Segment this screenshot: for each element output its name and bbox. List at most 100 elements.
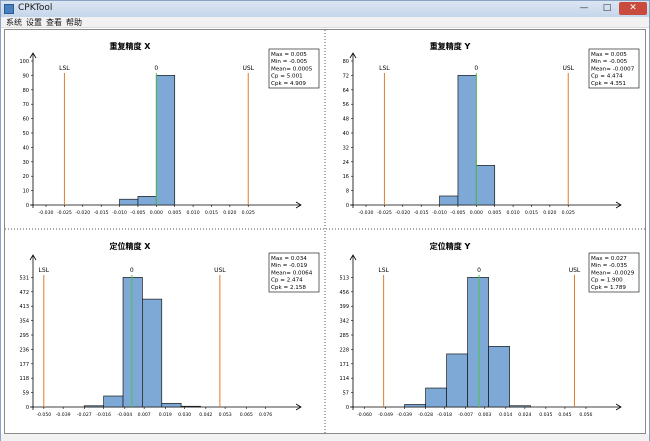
chart-panel: 重复精度 X 0 10 20 30 40 50 60 70 80 90 100 -0.030 -0.025… bbox=[4, 29, 646, 434]
histogram-bar bbox=[488, 346, 510, 408]
x-tick-label: -0.020 bbox=[395, 210, 410, 216]
y-axis-arrow bbox=[349, 254, 357, 261]
histogram-bar bbox=[475, 165, 496, 206]
stats-box bbox=[588, 252, 640, 293]
y-tick-label: 177 bbox=[19, 362, 29, 368]
stats-line: Max = 0.027 bbox=[591, 256, 627, 262]
center-label: 0 bbox=[154, 65, 158, 72]
menu-system[interactable]: 系统 bbox=[6, 18, 22, 27]
stats-line: Mean= -0.0029 bbox=[591, 270, 635, 276]
chart-4: 定位精度 Y057114171228285342399456513-0.060-… bbox=[339, 241, 640, 418]
minimize-button[interactable]: — bbox=[579, 3, 589, 13]
x-tick-label: -0.015 bbox=[94, 210, 109, 216]
histogram-bar bbox=[161, 402, 182, 408]
y-tick-label: 16 bbox=[343, 174, 349, 180]
histogram-bar bbox=[83, 405, 105, 408]
y-tick-label: 64 bbox=[343, 88, 349, 94]
histogram-bar bbox=[137, 196, 157, 206]
usl-label: USL bbox=[214, 267, 226, 274]
y-tick-label: 236 bbox=[19, 347, 29, 353]
menu-view[interactable]: 查看 bbox=[46, 18, 62, 27]
y-tick-label: 32 bbox=[343, 145, 349, 151]
y-tick-label: 60 bbox=[23, 117, 29, 123]
x-tick-label: -0.027 bbox=[77, 412, 92, 418]
x-tick-label: 0.010 bbox=[187, 210, 200, 216]
histogram-bar bbox=[446, 353, 468, 408]
x-tick-label: 0.020 bbox=[223, 210, 236, 216]
x-tick-label: 0.053 bbox=[219, 412, 232, 418]
x-tick-label: -0.025 bbox=[377, 210, 392, 216]
status-bar bbox=[1, 434, 649, 441]
y-tick-label: 0 bbox=[346, 203, 349, 209]
y-axis-arrow bbox=[29, 52, 37, 59]
x-tick-label: -0.005 bbox=[131, 210, 146, 216]
x-tick-label: -0.060 bbox=[357, 412, 372, 418]
stats-line: Cpk = 1.789 bbox=[591, 285, 626, 291]
y-tick-label: 80 bbox=[23, 88, 29, 94]
x-axis-arrow bbox=[295, 201, 302, 209]
histogram-bar bbox=[404, 404, 426, 408]
center-label: 0 bbox=[130, 267, 134, 274]
y-tick-label: 171 bbox=[339, 362, 349, 368]
y-tick-label: 8 bbox=[346, 189, 349, 195]
chart-3: 定位精度 X059118177236295354413472531-0.050-… bbox=[19, 241, 320, 418]
x-tick-label: -0.010 bbox=[112, 210, 127, 216]
y-tick-label: 118 bbox=[19, 376, 29, 382]
x-tick-label: 0.076 bbox=[259, 412, 272, 418]
x-tick-label: -0.016 bbox=[96, 412, 111, 418]
y-tick-label: 513 bbox=[339, 275, 349, 281]
maximize-button[interactable]: □ bbox=[602, 3, 612, 13]
x-axis-arrow bbox=[295, 403, 302, 411]
x-axis-arrow bbox=[615, 403, 622, 411]
stats-line: Cp = 5.001 bbox=[271, 74, 303, 80]
stats-line: Max = 0.034 bbox=[271, 256, 307, 262]
y-tick-label: 413 bbox=[19, 304, 29, 310]
y-tick-label: 0 bbox=[26, 203, 29, 209]
stats-line: Min = -0.019 bbox=[271, 263, 308, 269]
histogram-bar bbox=[103, 395, 124, 408]
x-tick-label: -0.030 bbox=[39, 210, 54, 216]
y-tick-label: 472 bbox=[19, 290, 29, 296]
menu-help[interactable]: 帮助 bbox=[66, 18, 82, 27]
histogram-bar bbox=[122, 277, 143, 408]
x-tick-label: -0.005 bbox=[451, 210, 466, 216]
x-tick-label: 0.065 bbox=[240, 412, 253, 418]
chart-1: 重复精度 X 0 10 20 30 40 50 60 70 80 90 100 -0.030 -0.025… bbox=[19, 41, 320, 216]
lsl-label: LSL bbox=[378, 267, 389, 274]
stats-line: Min = -0.005 bbox=[271, 59, 308, 65]
histogram-bar bbox=[180, 405, 201, 408]
close-button[interactable]: ✕ bbox=[619, 2, 647, 15]
stats-line: Mean= 0.0064 bbox=[271, 270, 313, 276]
y-tick-label: 48 bbox=[343, 117, 349, 123]
histogram-bar bbox=[155, 75, 176, 206]
x-tick-label: 0.042 bbox=[199, 412, 212, 418]
y-tick-label: 72 bbox=[343, 73, 349, 79]
y-tick-label: 70 bbox=[23, 102, 29, 108]
x-tick-label: 0.025 bbox=[242, 210, 255, 216]
app-icon bbox=[4, 4, 14, 14]
stats-line: Cpk = 4.909 bbox=[271, 81, 306, 87]
x-axis-arrow bbox=[615, 201, 622, 209]
x-tick-label: 0.045 bbox=[558, 412, 571, 418]
stats-line: Cp = 1.900 bbox=[591, 278, 623, 284]
y-tick-label: 456 bbox=[339, 290, 349, 296]
histogram-bar bbox=[142, 298, 163, 408]
menu-settings[interactable]: 设置 bbox=[26, 18, 42, 27]
stats-line: Cp = 2.474 bbox=[271, 278, 303, 284]
histogram-bar bbox=[119, 198, 139, 206]
x-tick-label: 0.035 bbox=[539, 412, 552, 418]
histogram-bar bbox=[457, 75, 477, 206]
x-tick-label: -0.028 bbox=[418, 412, 433, 418]
x-tick-label: 0.014 bbox=[499, 412, 512, 418]
x-tick-label: 0.000 bbox=[470, 210, 483, 216]
y-axis-arrow bbox=[29, 254, 37, 261]
y-tick-label: 40 bbox=[343, 131, 349, 137]
y-tick-label: 295 bbox=[19, 333, 29, 339]
y-tick-label: 30 bbox=[23, 160, 29, 166]
usl-label: USL bbox=[562, 65, 574, 72]
title-bar[interactable]: CPKTool — □ ✕ bbox=[1, 1, 649, 17]
y-axis-arrow bbox=[349, 52, 357, 59]
y-tick-label: 342 bbox=[339, 319, 349, 325]
